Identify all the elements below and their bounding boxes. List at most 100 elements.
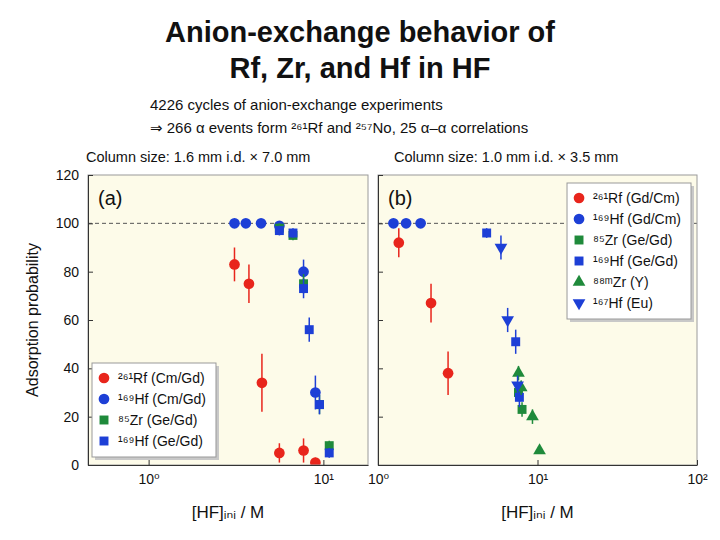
legend-label: ²⁶¹Rf (Cm/Gd) bbox=[118, 370, 205, 386]
legend-label: ¹⁶⁹Hf (Ge/Gd) bbox=[118, 433, 203, 449]
panel-label: (a) bbox=[98, 187, 122, 209]
legend-item: ⁸⁸ᵐZr (Y) bbox=[573, 274, 649, 290]
y-axis bbox=[378, 176, 383, 466]
plot-background bbox=[88, 175, 368, 465]
y-tick bbox=[378, 320, 383, 321]
data-point bbox=[315, 400, 324, 409]
y-axis: 0 20 40 60 80 100 120 bbox=[56, 167, 93, 473]
legend-marker bbox=[574, 214, 585, 225]
legend-item: ¹⁶⁹Hf (Ge/Gd) bbox=[100, 433, 203, 449]
legend-item: ⁸⁵Zr (Ge/Gd) bbox=[100, 412, 198, 428]
x-tick-mark bbox=[538, 460, 539, 465]
legend-marker bbox=[100, 416, 109, 425]
data-point bbox=[388, 218, 399, 229]
panel: Column size: 1.0 mm i.d. × 3.5 mm10⁰10¹1… bbox=[368, 149, 708, 522]
series bbox=[495, 235, 524, 394]
data-point bbox=[257, 377, 268, 388]
panel: Column size: 1.6 mm i.d. × 7.0 mm10⁰10¹0… bbox=[24, 149, 369, 522]
title: Rf, Zr, and Hf in HF bbox=[230, 52, 491, 84]
reference-line bbox=[88, 223, 368, 224]
y-tick-mark bbox=[378, 465, 383, 466]
data-point bbox=[275, 226, 284, 235]
legend-item: ¹⁶⁹Hf (Ge/Gd) bbox=[575, 253, 678, 269]
plot-frame bbox=[88, 175, 368, 465]
legend-item: ²⁶¹Rf (Cm/Gd) bbox=[99, 370, 205, 386]
legend-marker bbox=[575, 257, 584, 266]
data-point bbox=[315, 400, 324, 409]
y-tick-mark bbox=[88, 175, 93, 176]
data-point bbox=[415, 218, 426, 229]
legend-item: ¹⁶⁹Hf (Gd/Cm) bbox=[574, 211, 681, 227]
y-tick: 120 bbox=[56, 167, 93, 183]
legend-label: ⁸⁸ᵐZr (Y) bbox=[593, 274, 649, 290]
legend-marker bbox=[573, 275, 586, 286]
legend-item: ¹⁶⁷Hf (Eu) bbox=[573, 295, 653, 311]
y-tick-label: 80 bbox=[63, 264, 79, 280]
y-tick-label: 100 bbox=[56, 215, 80, 231]
y-tick: 20 bbox=[63, 409, 93, 425]
y-tick-label: 120 bbox=[56, 167, 80, 183]
data-point bbox=[511, 382, 524, 393]
slide: Anion-exchange behavior of Rf, Zr, and Hf… bbox=[0, 0, 720, 540]
x-tick-mark bbox=[697, 460, 698, 465]
x-tick-label: 10¹ bbox=[528, 471, 549, 487]
note: 4226 cycles of anion-exchange experiment… bbox=[150, 96, 443, 113]
y-tick-mark bbox=[378, 417, 383, 418]
data-point bbox=[512, 366, 525, 377]
y-tick: 0 bbox=[71, 457, 93, 473]
series bbox=[482, 228, 524, 407]
legend-label: ¹⁶⁹Hf (Ge/Gd) bbox=[593, 253, 678, 269]
data-point bbox=[298, 445, 309, 456]
data-point bbox=[426, 298, 437, 309]
data-point bbox=[256, 218, 267, 229]
x-axis-line bbox=[379, 465, 698, 466]
legend-item: ¹⁶⁹Hf (Cm/Gd) bbox=[99, 391, 206, 407]
y-tick-mark bbox=[378, 272, 383, 273]
y-axis-label: Adsorption probability bbox=[24, 243, 41, 397]
legend-box bbox=[567, 183, 691, 319]
data-point bbox=[244, 278, 255, 289]
x-axis: 10⁰10¹ bbox=[89, 460, 369, 487]
legend-label: ⁸⁵Zr (Ge/Gd) bbox=[593, 232, 672, 248]
data-point bbox=[443, 368, 454, 379]
data-point bbox=[229, 218, 240, 229]
title: Anion-exchange behavior of bbox=[165, 16, 555, 48]
x-tick-mark bbox=[149, 460, 150, 465]
y-tick-mark bbox=[88, 465, 93, 466]
plot-frame bbox=[378, 175, 697, 465]
plot-area bbox=[378, 218, 697, 454]
data-point bbox=[299, 284, 308, 293]
y-tick bbox=[378, 272, 383, 273]
y-tick-label: 0 bbox=[71, 457, 79, 473]
legend-box bbox=[92, 363, 216, 457]
y-tick-label: 20 bbox=[63, 409, 79, 425]
y-tick bbox=[378, 417, 383, 418]
y-tick-mark bbox=[378, 223, 383, 224]
series bbox=[229, 248, 321, 466]
legend-label: ¹⁶⁹Hf (Cm/Gd) bbox=[118, 391, 206, 407]
legend-marker bbox=[575, 236, 584, 245]
data-point bbox=[511, 337, 520, 346]
x-tick-label: 10² bbox=[687, 471, 708, 487]
y-tick-mark bbox=[378, 368, 383, 369]
x-tick-label: 10¹ bbox=[314, 471, 335, 487]
x-axis-line bbox=[89, 465, 369, 466]
series bbox=[393, 228, 453, 395]
legend-item: ⁸⁵Zr (Ge/Gd) bbox=[575, 232, 673, 248]
data-point bbox=[240, 218, 251, 229]
legend-marker bbox=[574, 193, 585, 204]
data-point bbox=[305, 325, 314, 334]
legend-label: ⁸⁵Zr (Ge/Gd) bbox=[118, 412, 197, 428]
data-point bbox=[401, 218, 412, 229]
y-tick-label: 60 bbox=[63, 312, 79, 328]
y-tick bbox=[378, 223, 383, 224]
legend-marker bbox=[99, 373, 110, 384]
y-tick-mark bbox=[378, 320, 383, 321]
data-point bbox=[393, 237, 404, 248]
subtitle: Column size: 1.6 mm i.d. × 7.0 mm bbox=[86, 149, 310, 165]
data-point bbox=[501, 316, 514, 327]
legend-label: ¹⁶⁷Hf (Eu) bbox=[593, 295, 653, 311]
legend: ²⁶¹Rf (Cm/Gd) ¹⁶⁹Hf (Cm/Gd) ⁸⁵Zr (Ge/Gd) ¹⁶… bbox=[92, 363, 219, 460]
y-tick: 40 bbox=[63, 360, 93, 376]
series bbox=[388, 218, 426, 229]
